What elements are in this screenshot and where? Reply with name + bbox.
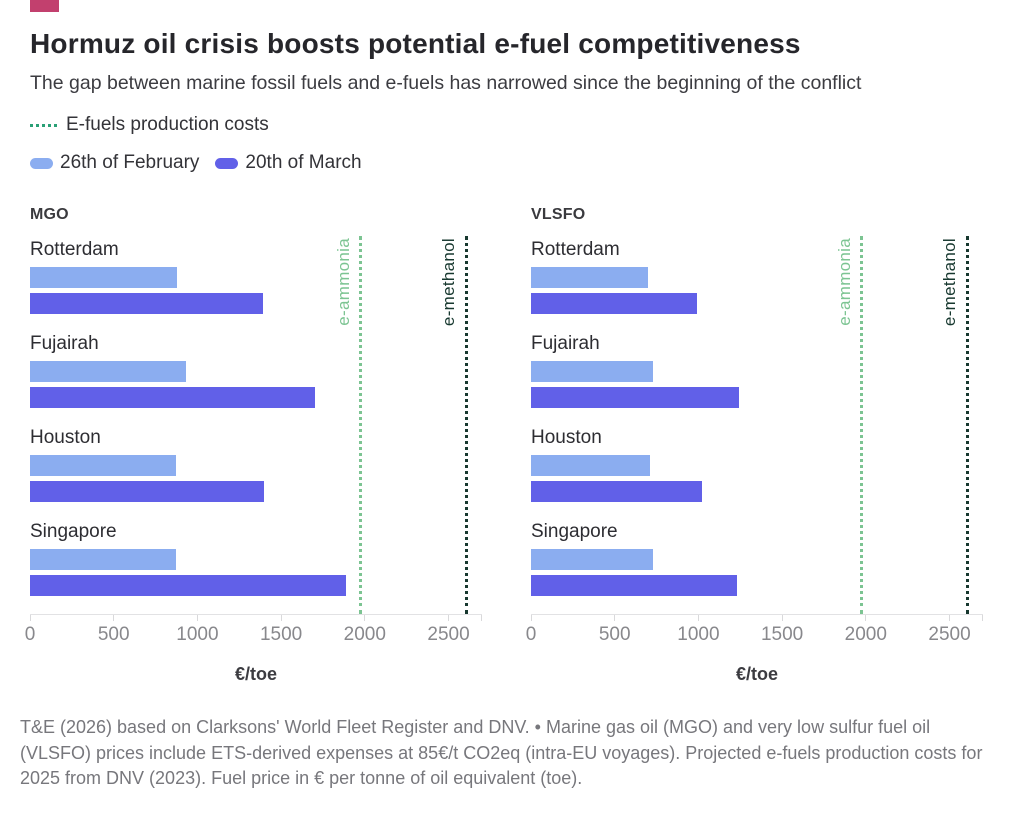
plot-area-mgo: Rotterdam Fujairah Houston Singapore e-ammon… — [30, 236, 482, 614]
port-group: Rotterdam — [30, 238, 482, 314]
bar-march — [30, 293, 263, 314]
x-axis-mgo: 0 500 1000 1500 2000 2500 — [25, 614, 482, 650]
charts-row: MGO Rotterdam Fujairah Houston Singapore e-a… — [25, 184, 994, 685]
category-label: Houston — [531, 427, 602, 448]
axis-tick-label: 1000 — [677, 624, 720, 645]
plot-area-vlsfo: Rotterdam Fujairah Houston Singapore e-ammon… — [531, 236, 983, 614]
brand-logo-block — [30, 0, 59, 12]
bar-february — [531, 549, 654, 570]
x-axis-vlsfo: 0 500 1000 1500 2000 2500 — [526, 614, 983, 650]
reference-label-e-methanol: e-methanol — [940, 238, 960, 327]
port-group: Rotterdam — [531, 238, 983, 314]
reference-line-e-ammonia — [359, 236, 363, 614]
legend-march-label: 20th of March — [245, 152, 362, 173]
x-axis-label-vlsfo: €/toe — [735, 664, 778, 684]
axis-tick — [280, 615, 282, 621]
bar-february — [30, 549, 176, 570]
bar-february — [531, 455, 650, 476]
category-label: Houston — [30, 427, 101, 448]
axis-tick-label: 500 — [97, 624, 130, 645]
axis-tick-label: 2500 — [427, 624, 470, 645]
axis-tick — [448, 615, 450, 621]
category-label: Rotterdam — [531, 239, 620, 260]
category-label: Fujairah — [30, 333, 99, 354]
port-group: Houston — [30, 426, 482, 502]
march-swatch-icon — [215, 157, 239, 169]
axis-tick — [697, 615, 699, 621]
axis-tick — [113, 615, 115, 621]
panel-vlsfo: VLSFO Rotterdam Fujairah Houston Singapore e… — [526, 184, 983, 685]
legend-item-march: 20th of March — [215, 152, 362, 174]
axis-tick-label: 2500 — [928, 624, 971, 645]
axis-tick — [364, 615, 366, 621]
category-label: Singapore — [531, 521, 618, 542]
legend-item-february: 26th of February — [30, 152, 199, 174]
axis-tick — [614, 615, 616, 621]
bar-march — [30, 575, 347, 596]
bar-february — [30, 455, 176, 476]
february-swatch-icon — [30, 157, 53, 169]
axis-tick — [530, 615, 532, 621]
axis-tick-label: 0 — [24, 624, 36, 645]
axis-tick-label: 1000 — [176, 624, 219, 645]
bar-march — [531, 387, 739, 408]
legend-efuels-label: E-fuels production costs — [66, 114, 269, 135]
axis-tick-label: 1500 — [259, 624, 303, 645]
axis-end-tick — [982, 615, 983, 621]
axis-tick — [196, 615, 198, 621]
chart-title: Hormuz oil crisis boosts potential e-fue… — [30, 28, 801, 59]
axis-tick — [29, 615, 31, 621]
legend-efuels: E-fuels production costs — [30, 114, 994, 136]
legend-february-label: 26th of February — [60, 152, 200, 173]
bar-march — [30, 387, 316, 408]
reference-label-e-ammonia: e-ammonia — [333, 238, 353, 326]
bar-march — [531, 293, 697, 314]
bar-february — [531, 361, 654, 382]
axis-tick-label: 500 — [598, 624, 631, 645]
bar-march — [531, 481, 702, 502]
panel-title-vlsfo: VLSFO — [531, 206, 586, 223]
reference-line-e-ammonia — [860, 236, 864, 614]
bar-march — [30, 481, 264, 502]
category-label: Singapore — [30, 521, 117, 542]
reference-label-e-ammonia: e-ammonia — [834, 238, 854, 326]
port-group: Singapore — [531, 520, 983, 596]
category-label: Fujairah — [531, 333, 600, 354]
chart-subtitle: The gap between marine fossil fuels and … — [30, 72, 862, 94]
legend-series: 26th of February 20th of March — [30, 152, 994, 174]
reference-line-e-methanol — [464, 236, 468, 614]
axis-tick-label: 2000 — [844, 624, 887, 645]
dotted-line-swatch-icon — [30, 123, 57, 127]
axis-tick-label: 2000 — [343, 624, 386, 645]
axis-end-tick — [481, 615, 482, 621]
reference-line-e-methanol — [965, 236, 969, 614]
x-axis-label-mgo: €/toe — [234, 664, 277, 684]
bar-february — [30, 267, 178, 288]
axis-tick-label: 1500 — [760, 624, 804, 645]
footnote: T&E (2026) based on Clarksons' World Fle… — [20, 717, 983, 788]
port-group: Fujairah — [30, 332, 482, 408]
bar-february — [531, 267, 649, 288]
category-label: Rotterdam — [30, 239, 119, 260]
chart-card: Hormuz oil crisis boosts potential e-fue… — [20, 0, 994, 788]
port-group: Houston — [531, 426, 983, 502]
bar-march — [531, 575, 737, 596]
reference-label-e-methanol: e-methanol — [439, 238, 459, 327]
port-group: Fujairah — [531, 332, 983, 408]
panel-title-mgo: MGO — [30, 206, 69, 223]
bar-february — [30, 361, 186, 382]
axis-tick-label: 0 — [525, 624, 537, 645]
port-group: Singapore — [30, 520, 482, 596]
panel-mgo: MGO Rotterdam Fujairah Houston Singapore e-a… — [25, 184, 482, 685]
axis-tick — [781, 615, 783, 621]
axis-tick — [949, 615, 951, 621]
axis-tick — [865, 615, 867, 621]
